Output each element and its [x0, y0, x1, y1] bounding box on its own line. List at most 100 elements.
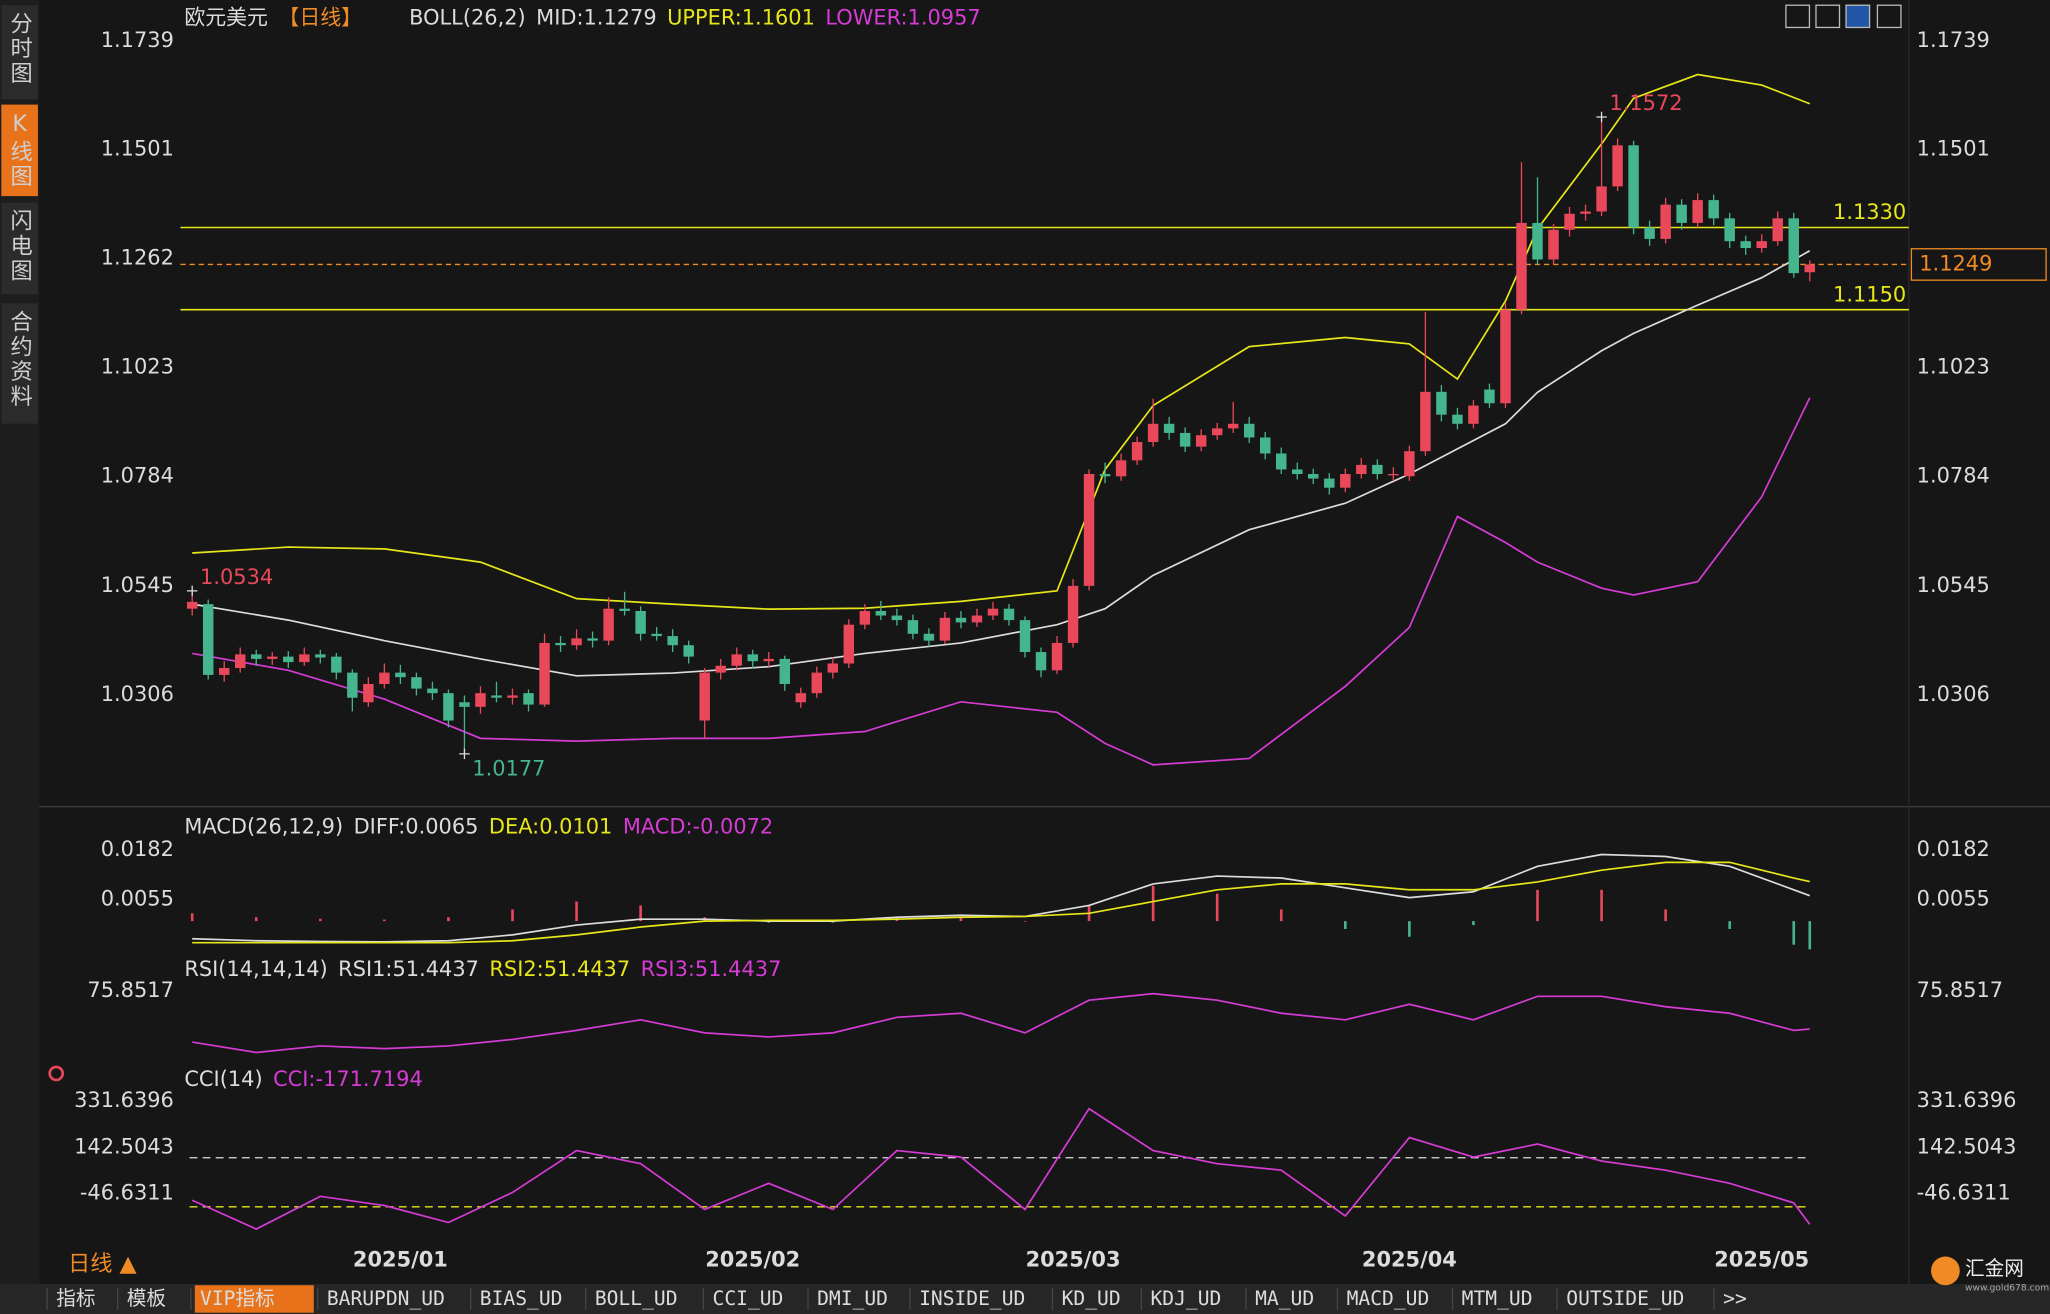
period-selector[interactable]: 日线 ▲: [68, 1251, 137, 1277]
candle-body: [1484, 389, 1495, 404]
candle-body: [715, 665, 726, 673]
candle-body: [1260, 437, 1271, 454]
candle-body: [1468, 405, 1479, 424]
legend-item: CCI(14): [184, 1067, 262, 1091]
tab[interactable]: 指标: [56, 1287, 95, 1310]
annotation-label: 1.0534: [200, 565, 273, 589]
tab-bar: [0, 1283, 2050, 1314]
tab[interactable]: BOLL_UD: [595, 1287, 678, 1310]
candle-body: [843, 624, 855, 664]
candle-body: [1372, 464, 1383, 475]
candle-body: [1436, 391, 1447, 415]
tab[interactable]: KD_UD: [1062, 1287, 1121, 1310]
candle-body: [1596, 186, 1607, 212]
tab[interactable]: 模板: [127, 1287, 166, 1310]
candle-body: [1708, 200, 1719, 219]
macd-bar: [254, 917, 258, 922]
side-tab[interactable]: [1, 104, 38, 197]
logo-url: www.gold678.com: [1965, 1283, 2049, 1293]
candle-body: [1676, 204, 1687, 223]
tab[interactable]: >>: [1723, 1287, 1747, 1310]
legend-item: UPPER:1.1601: [667, 5, 815, 29]
tab[interactable]: VIP指标: [200, 1287, 275, 1310]
candle-body: [699, 672, 710, 721]
tab[interactable]: KDJ_UD: [1151, 1287, 1222, 1310]
macd-bar: [1600, 889, 1603, 922]
tab[interactable]: DMI_UD: [817, 1287, 888, 1310]
icon[interactable]: [1845, 4, 1871, 29]
candle-body: [459, 702, 470, 707]
candle-body: [1564, 213, 1575, 230]
candle-body: [811, 672, 823, 694]
side-tab[interactable]: [1, 5, 38, 100]
annotation-label: 1.0177: [472, 757, 545, 781]
side-tab[interactable]: [1, 303, 38, 424]
legend-item: CCI:-171.7194: [273, 1067, 423, 1091]
y-tick-label: 1.0545: [101, 573, 174, 597]
tab-active: [194, 1285, 314, 1313]
macd-bar: [383, 919, 386, 922]
macd-bar: [1728, 921, 1731, 929]
candle-body: [475, 693, 486, 707]
candle-body: [603, 608, 614, 641]
candle-body: [1179, 432, 1191, 447]
macd-bar: [1664, 909, 1667, 922]
candle-body: [1051, 642, 1063, 671]
candle-body: [907, 620, 919, 634]
tab[interactable]: MACD_UD: [1347, 1287, 1430, 1310]
candle-body: [1692, 200, 1703, 223]
tab[interactable]: MA_UD: [1255, 1287, 1314, 1310]
candle-body: [1292, 469, 1303, 475]
y-tick-label: 142.5043: [74, 1134, 174, 1158]
candle-body: [347, 672, 358, 698]
macd-bar: [1151, 885, 1155, 922]
icon[interactable]: [1815, 4, 1841, 29]
candle-body: [731, 654, 742, 666]
side-tab-label[interactable]: K线图: [7, 111, 33, 189]
candle-body: [859, 610, 871, 625]
candle-body: [827, 663, 839, 673]
annotation-label: 1.1572: [1609, 91, 1682, 115]
candle-body: [507, 695, 518, 698]
side-tab-label[interactable]: 闪电图: [7, 209, 33, 284]
tab[interactable]: CCI_UD: [713, 1287, 784, 1310]
candle-body: [1211, 428, 1223, 436]
candle-body: [1788, 218, 1799, 274]
candle-body: [1131, 442, 1143, 461]
side-tab[interactable]: [1, 202, 38, 295]
tab[interactable]: INSIDE_UD: [919, 1287, 1025, 1310]
tab[interactable]: OUTSIDE_UD: [1566, 1287, 1684, 1310]
y-tick-label: 0.0055: [1917, 887, 1990, 911]
macd-bar: [1215, 893, 1219, 922]
macd-bar: [959, 917, 963, 922]
legend-item: RSI3:51.4437: [641, 957, 782, 981]
candle-body: [555, 642, 566, 646]
toolbar-icons[interactable]: [1785, 4, 1902, 29]
candle-body: [443, 693, 454, 721]
candle-body: [1612, 145, 1623, 187]
tab[interactable]: BARUPDN_UD: [327, 1287, 445, 1310]
tab[interactable]: MTM_UD: [1462, 1287, 1533, 1310]
y-tick-label: -46.6311: [80, 1181, 174, 1205]
legend-item: MID:1.1279: [536, 5, 656, 29]
x-tick-label: 2025/04: [1362, 1247, 1457, 1271]
indicator-line: [191, 1107, 1811, 1230]
candle-body: [331, 656, 342, 673]
side-tab-label[interactable]: 合约资料: [7, 309, 33, 409]
macd-bar: [190, 913, 194, 922]
candle-body: [763, 658, 774, 662]
macd-bar: [447, 917, 450, 922]
settings-icon[interactable]: [48, 1065, 65, 1082]
side-tab-label[interactable]: 分时图: [7, 11, 33, 86]
annotation-marker: [1596, 111, 1607, 123]
candle-body: [1195, 435, 1207, 447]
macd-bar: [1023, 921, 1027, 922]
candle-body: [1324, 478, 1335, 488]
icon[interactable]: [1876, 4, 1902, 29]
icon[interactable]: [1785, 4, 1811, 29]
candle-body: [1388, 474, 1399, 476]
candle-body: [1147, 423, 1159, 443]
tab[interactable]: BIAS_UD: [480, 1287, 563, 1310]
legend: MACD(26,12,9) DIFF:0.0065 DEA:0.0101 MACD:-…: [184, 815, 773, 839]
